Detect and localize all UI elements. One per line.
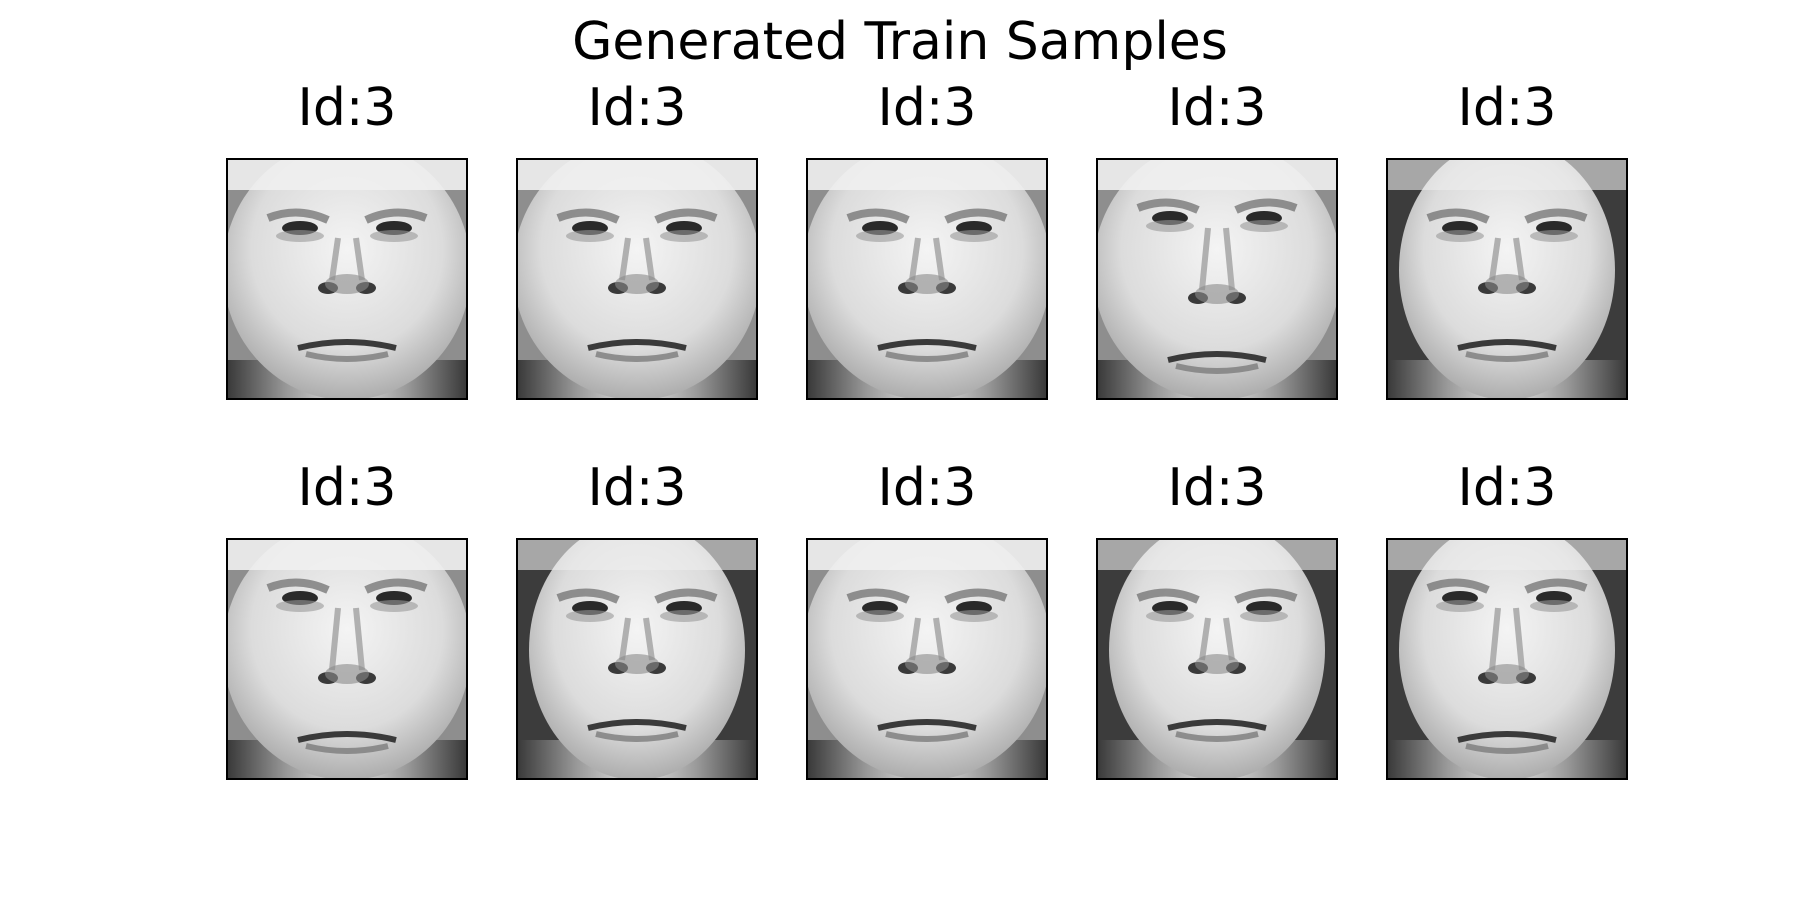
figure-title: Generated Train Samples — [572, 12, 1228, 72]
sample-label: Id:3 — [1167, 78, 1267, 138]
sample-panel: Id:3 — [1096, 78, 1338, 400]
sample-label: Id:3 — [297, 458, 397, 518]
face-image — [1096, 538, 1338, 780]
face-image — [516, 538, 758, 780]
sample-label: Id:3 — [1457, 458, 1557, 518]
sample-label: Id:3 — [297, 78, 397, 138]
sample-label: Id:3 — [1457, 78, 1557, 138]
sample-label: Id:3 — [877, 78, 977, 138]
sample-label: Id:3 — [1167, 458, 1267, 518]
sample-label: Id:3 — [877, 458, 977, 518]
sample-panel: Id:3 — [516, 78, 758, 400]
face-image — [1386, 158, 1628, 400]
sample-label: Id:3 — [587, 458, 687, 518]
face-image — [806, 158, 1048, 400]
face-image — [1096, 158, 1338, 400]
face-image — [806, 538, 1048, 780]
face-image — [226, 538, 468, 780]
sample-panel: Id:3 — [1386, 78, 1628, 400]
face-image — [226, 158, 468, 400]
sample-panel: Id:3 — [806, 458, 1048, 780]
sample-panel: Id:3 — [1096, 458, 1338, 780]
sample-panel: Id:3 — [806, 78, 1048, 400]
face-image — [516, 158, 758, 400]
sample-panel: Id:3 — [226, 78, 468, 400]
sample-panel: Id:3 — [226, 458, 468, 780]
sample-panel: Id:3 — [1386, 458, 1628, 780]
sample-panel: Id:3 — [516, 458, 758, 780]
sample-label: Id:3 — [587, 78, 687, 138]
face-image — [1386, 538, 1628, 780]
